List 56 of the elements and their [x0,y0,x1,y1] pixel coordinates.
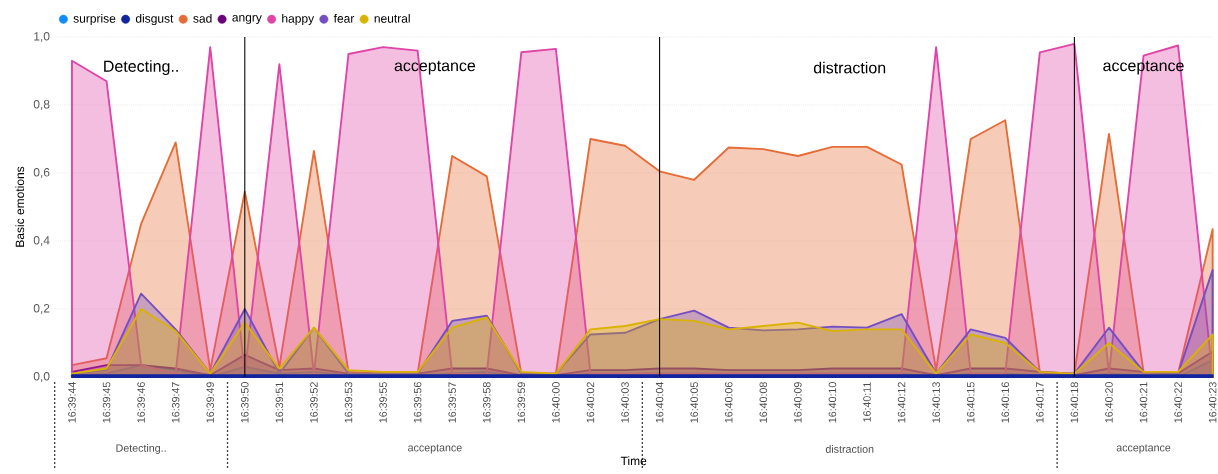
y-tick-label: 1,0 [34,32,50,42]
x-tick-label: 16:39:51 [275,382,284,423]
y-tick-label: 0,0 [33,372,50,382]
annotation: Detecting.. [104,60,178,76]
x-tick-label: 16:40:10 [828,382,837,423]
annotation: acceptance [1103,60,1184,75]
x-tick-label: 16:39:59 [517,382,526,423]
x-axis-title: Time [620,456,647,466]
y-tick-label: 0,8 [33,100,50,110]
x-tick-label: 16:39:53 [344,382,353,423]
x-tick-label: 16:40:11 [863,382,871,422]
text: acceptance [1116,444,1171,454]
x-tick-label: 16:40:16 [1001,382,1010,423]
x-tick-label: 16:40:06 [724,382,733,423]
x-tick-label: 16:39:49 [206,382,215,423]
x-tick-label: 16:39:55 [379,382,387,423]
legend-label: fear [333,13,355,23]
x-tick-label: 16:40:20 [1105,382,1113,423]
x-tick-label: 16:39:45 [102,382,111,423]
x-tick-label: 16:39:47 [171,382,180,423]
x-tick-label: 16:39:52 [310,382,318,423]
x-tick-label: 16:40:23 [1208,382,1217,423]
legend-label: happy [282,13,315,26]
x-tick-label: 16:39:44 [68,382,76,423]
x-tick-label: 16:40:22 [1174,382,1182,423]
x-tick-label: 16:39:56 [413,382,422,423]
x-tick-label: 16:40:12 [897,382,906,423]
text: acceptance [408,444,462,454]
x-tick-label: 16:40:08 [759,382,768,423]
annotation: distraction [813,61,886,74]
y-tick-label: 0,2 [33,304,50,314]
x-tick-label: 16:40:17 [1036,382,1044,423]
x-tick-label: 16:40:09 [794,382,802,423]
x-tick-label: 16:39:57 [448,382,456,423]
legend-label: neutral [374,13,410,23]
x-tick-label: 16:39:46 [137,382,145,423]
x-tick-label: 16:39:50 [241,382,249,423]
x-tick-label: 16:40:21 [1139,382,1148,423]
legend-label: sad [193,13,212,23]
y-tick-label: 0,6 [33,168,50,178]
x-tick-label: 16:40:04 [655,382,664,423]
y-axis-title: Basic emotions [15,166,25,247]
x-tick-label: 16:40:05 [690,382,698,423]
x-tick-label: 16:40:18 [1070,382,1079,423]
x-tick-label: 16:40:02 [586,382,595,423]
legend-label: disgust [135,13,174,26]
x-tick-label: 16:40:15 [966,382,975,423]
x-tick-label: 16:40:03 [621,382,629,423]
legend-label: surprise [73,13,116,26]
x-tick-label: 16:39:58 [482,382,491,423]
text: distraction [825,445,874,453]
x-tick-label: 16:40:00 [552,382,560,423]
legend-label: angry [232,15,262,24]
y-tick-label: 0,4 [33,236,50,246]
text: Detecting.. [116,444,166,454]
x-tick-label: 16:40:13 [932,382,940,423]
